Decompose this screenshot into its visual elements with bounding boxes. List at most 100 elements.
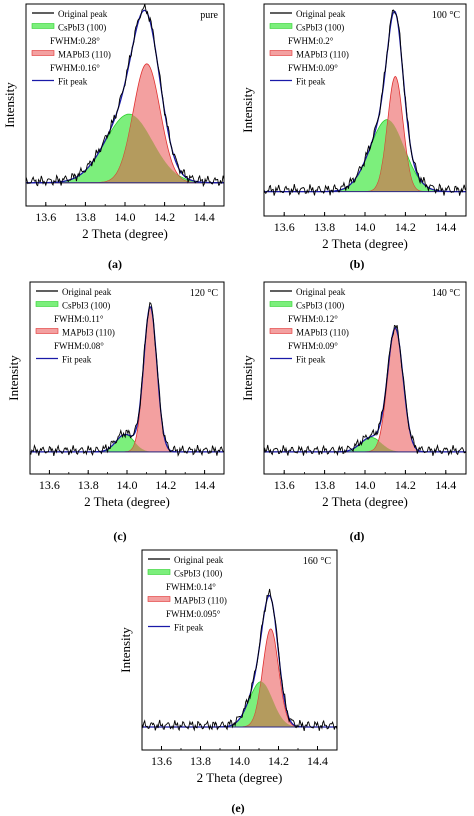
x-tick-label: 14.0 [229, 754, 250, 768]
x-tick-label: 14.4 [435, 220, 456, 234]
x-tick-label: 13.8 [314, 478, 335, 492]
legend-entry: FWHM:0.2° [288, 36, 334, 46]
x-tick-label: 13.6 [35, 210, 56, 224]
legend-entry: Original peak [174, 555, 224, 565]
legend-entry: Original peak [296, 287, 346, 297]
cspbi3-peak-area [142, 681, 337, 728]
legend-entry: MAPbI3 (110) [296, 50, 349, 60]
legend-entry: Fit peak [296, 355, 326, 365]
panel-label: (b) [350, 257, 365, 271]
x-tick-label: 14.2 [154, 210, 175, 224]
x-axis-title: 2 Theta (degree) [82, 226, 168, 241]
x-tick-label: 14.0 [115, 210, 136, 224]
legend-entry: Original peak [62, 287, 112, 297]
x-axis-title: 2 Theta (degree) [322, 494, 408, 509]
x-tick-label: 13.6 [151, 754, 172, 768]
legend-swatch-area [35, 301, 59, 307]
x-tick-label: 14.0 [117, 478, 138, 492]
x-tick-label: 13.6 [274, 220, 295, 234]
panel-label: (a) [108, 257, 122, 271]
x-tick-label: 13.6 [274, 478, 295, 492]
peak-overlap-area [26, 115, 224, 183]
legend-entry: CsPbI3 (100) [296, 301, 344, 311]
x-axis-title: 2 Theta (degree) [84, 494, 170, 509]
legend-swatch-area [35, 328, 59, 334]
legend-entry: Original peak [58, 9, 108, 19]
legend-entry: MAPbI3 (110) [58, 50, 111, 60]
legend-entry: CsPbI3 (100) [58, 23, 106, 33]
y-axis-title: Intensity [2, 82, 17, 128]
plot-area [30, 301, 224, 457]
y-axis-title: Intensity [240, 87, 255, 133]
fit-peak-line [30, 305, 224, 453]
legend-entry: FWHM:0.09° [288, 341, 338, 351]
y-axis-title: Intensity [118, 627, 133, 673]
condition-label: 100 °C [432, 10, 460, 21]
legend-swatch-area [31, 50, 55, 56]
x-tick-label: 14.2 [395, 478, 416, 492]
legend-entry: FWHM:0.16° [50, 63, 100, 73]
x-tick-label: 14.4 [435, 478, 456, 492]
original-peak-line [142, 588, 337, 732]
legend-swatch-area [269, 50, 293, 56]
legend-entry: MAPbI3 (110) [62, 328, 115, 338]
legend-swatch-area [147, 596, 171, 602]
x-axis-title: 2 Theta (degree) [197, 770, 283, 785]
legend-entry: MAPbI3 (110) [174, 596, 227, 606]
chart-panel-2: 13.6 13.8 14.0 14.2 14.4 2 Theta (degree) Inte… [240, 3, 467, 251]
legend-entry: FWHM:0.28° [50, 36, 100, 46]
x-axis-title: 2 Theta (degree) [322, 236, 408, 251]
x-tick-label: 14.2 [155, 478, 176, 492]
legend-entry: Original peak [296, 9, 346, 19]
x-tick-label: 13.8 [190, 754, 211, 768]
legend-entry: Fit peak [62, 355, 92, 365]
plot-area [264, 324, 466, 457]
legend-swatch-area [269, 23, 293, 29]
legend-entry: CsPbI3 (100) [62, 301, 110, 311]
legend-entry: Fit peak [58, 77, 88, 87]
x-tick-label: 14.4 [194, 210, 215, 224]
x-tick-label: 14.2 [268, 754, 289, 768]
legend-entry: Fit peak [296, 77, 326, 87]
legend-entry: FWHM:0.09° [288, 63, 338, 73]
chart-panel-3: 13.6 13.8 14.0 14.2 14.4 2 Theta (degree) Inte… [6, 281, 225, 509]
condition-label: pure [200, 10, 218, 21]
x-tick-label: 13.8 [75, 210, 96, 224]
x-tick-label: 14.0 [355, 220, 376, 234]
original-peak-line [264, 9, 466, 196]
panel-label: (d) [350, 529, 365, 543]
legend-entry: FWHM:0.08° [54, 341, 104, 351]
x-tick-label: 14.4 [307, 754, 328, 768]
panel-label: (c) [113, 529, 126, 543]
x-tick-label: 14.2 [395, 220, 416, 234]
legend-entry: FWHM:0.095° [166, 609, 221, 619]
x-tick-label: 13.8 [314, 220, 335, 234]
chart-panel-4: 13.6 13.8 14.0 14.2 14.4 2 Theta (degree) Inte… [240, 281, 467, 509]
legend-entry: FWHM:0.11° [54, 314, 104, 324]
plot-area [264, 9, 466, 196]
condition-label: 140 °C [432, 288, 460, 299]
x-tick-label: 14.0 [355, 478, 376, 492]
condition-label: 160 °C [303, 556, 331, 567]
x-tick-label: 13.6 [39, 478, 60, 492]
legend-swatch-area [269, 301, 293, 307]
legend-entry: FWHM:0.12° [288, 314, 338, 324]
original-peak-line [30, 301, 224, 457]
mapbi3-peak-area [142, 628, 337, 728]
y-axis-title: Intensity [6, 355, 21, 401]
legend-entry: MAPbI3 (110) [296, 328, 349, 338]
legend-entry: CsPbI3 (100) [174, 569, 222, 579]
legend-entry: CsPbI3 (100) [296, 23, 344, 33]
original-peak-line [26, 4, 224, 188]
chart-panel-5: 13.6 13.8 14.0 14.2 14.4 2 Theta (degree) Inte… [118, 549, 338, 785]
x-tick-label: 13.8 [78, 478, 99, 492]
panel-label: (e) [231, 801, 244, 815]
legend-entry: Fit peak [174, 623, 204, 633]
legend-swatch-area [31, 23, 55, 29]
plot-area [26, 4, 224, 188]
chart-panel-1: 13.6 13.8 14.0 14.2 14.4 2 Theta (degree) Inte… [2, 3, 225, 241]
legend-swatch-area [269, 328, 293, 334]
condition-label: 120 °C [190, 288, 218, 299]
original-peak-line [264, 324, 466, 457]
